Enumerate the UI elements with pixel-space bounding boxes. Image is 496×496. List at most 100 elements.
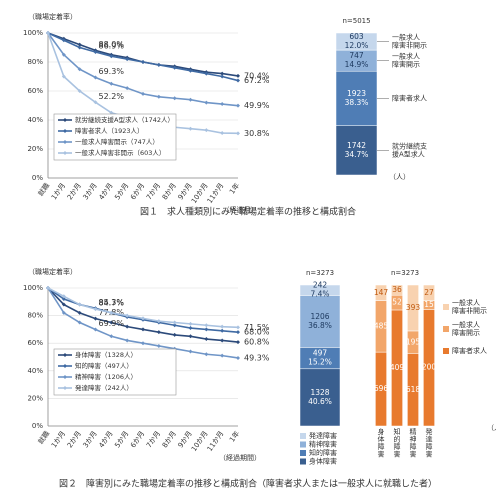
point-marker xyxy=(46,31,50,35)
x-tick-label: 8か月 xyxy=(161,182,178,202)
legend-label: 身体障害（1328人） xyxy=(75,350,137,359)
legend-label: 一般求人障害非開示（603人） xyxy=(75,148,165,157)
share-label: 7.4% xyxy=(310,290,329,299)
point-marker xyxy=(141,316,145,321)
data-label: 69.9% xyxy=(99,319,125,328)
share-label: 36.8% xyxy=(308,321,332,330)
x-axis-label: （経過期間） xyxy=(219,453,261,462)
point-marker xyxy=(156,62,161,67)
point-marker xyxy=(220,353,225,358)
data-label: 393 xyxy=(406,303,421,312)
legend-marker xyxy=(63,353,67,357)
x-tick-label: 5か月 xyxy=(113,430,130,450)
data-label: 696 xyxy=(374,384,389,393)
legend-label: 精神障害 xyxy=(309,440,337,449)
legend-label: 一般求人障害非開示 xyxy=(392,33,427,50)
data-label: 195 xyxy=(406,337,421,346)
point-marker xyxy=(156,319,161,324)
point-marker xyxy=(109,310,114,315)
legend-label: 身体障害 xyxy=(309,457,337,466)
data-label: 1923 xyxy=(347,89,366,98)
point-marker xyxy=(109,54,114,59)
legend-swatch xyxy=(443,348,449,354)
series-line xyxy=(47,32,239,82)
point-marker xyxy=(109,320,114,325)
point-marker xyxy=(188,334,193,339)
point-marker xyxy=(220,324,225,329)
data-label: 618 xyxy=(406,385,421,394)
legend-label: 一般求人障害開示 xyxy=(452,320,480,337)
point-marker xyxy=(93,307,98,312)
legend-swatch xyxy=(443,326,449,332)
x-tick-label: 7か月 xyxy=(145,430,162,450)
legend-box xyxy=(53,348,177,396)
legend-label: 障害者求人（1923人） xyxy=(75,126,144,135)
data-label: 1206 xyxy=(310,312,329,321)
legend-label: 知的障害 xyxy=(309,448,337,457)
y-tick-label: 80% xyxy=(27,312,43,320)
bar-segment xyxy=(407,284,419,332)
legend-marker xyxy=(63,375,67,379)
data-label: 147 xyxy=(374,288,389,297)
x-tick-label: 5か月 xyxy=(113,182,130,202)
x-tick-label: 1年 xyxy=(227,181,241,196)
legend-swatch xyxy=(300,450,306,456)
point-marker xyxy=(188,97,193,102)
point-marker xyxy=(141,341,145,346)
point-marker xyxy=(188,126,193,131)
point-marker xyxy=(77,320,82,325)
point-marker xyxy=(188,349,193,354)
data-label: 88.0% xyxy=(99,40,125,49)
share-label: 14.9% xyxy=(345,60,369,69)
point-marker xyxy=(77,42,82,47)
point-marker xyxy=(236,103,240,108)
data-label: 68.0% xyxy=(244,328,270,337)
point-marker xyxy=(236,340,240,345)
point-marker xyxy=(61,74,66,79)
data-label: 52.2% xyxy=(99,92,125,101)
legend-label: 就労継続支援A型求人（1742人） xyxy=(75,115,174,124)
point-marker xyxy=(61,310,66,315)
y-tick-label: 40% xyxy=(27,367,43,375)
figure-caption: 図１ 求人種類別にみた職場定着率の推移と構成割合 xyxy=(140,206,356,218)
y-tick-label: 60% xyxy=(27,339,43,347)
point-marker xyxy=(77,67,82,72)
figure-caption: 図２ 障害別にみた職場定着率の推移と構成割合（障害者求人または一般求人に就職した… xyxy=(59,478,437,490)
point-marker xyxy=(204,323,209,328)
series-line xyxy=(47,287,239,359)
point-marker xyxy=(61,38,66,43)
point-marker xyxy=(188,326,193,331)
data-label: 747 xyxy=(349,51,364,60)
point-marker xyxy=(236,73,240,78)
x-tick-label: 身体障害 xyxy=(378,427,385,459)
point-marker xyxy=(109,334,114,339)
legend-label: 障害者求人 xyxy=(452,346,487,355)
y-tick-label: 0% xyxy=(32,174,43,182)
point-marker xyxy=(141,91,145,96)
point-marker xyxy=(77,45,82,50)
point-marker xyxy=(156,330,161,335)
point-marker xyxy=(61,297,66,302)
y-tick-label: 0% xyxy=(32,422,43,430)
legend-swatch xyxy=(300,433,306,439)
y-tick-label: 20% xyxy=(27,394,43,402)
bar-segment xyxy=(299,284,341,296)
data-label: 485 xyxy=(374,321,389,330)
legend-marker xyxy=(63,364,67,368)
x-tick-label: 1か月 xyxy=(50,430,67,450)
x-tick-label: 11か月 xyxy=(206,430,226,453)
point-marker xyxy=(93,327,98,332)
legend-marker xyxy=(63,140,67,144)
data-label: 60.8% xyxy=(244,338,270,347)
data-label: 52 xyxy=(392,298,402,307)
point-marker xyxy=(46,286,50,290)
subtitle: n=3273 xyxy=(306,269,334,277)
y-tick-label: 40% xyxy=(27,116,43,124)
bar-segment xyxy=(299,295,341,348)
point-marker xyxy=(204,71,209,76)
point-marker xyxy=(220,328,225,333)
point-marker xyxy=(220,71,225,76)
point-marker xyxy=(61,294,66,299)
share-label: 40.6% xyxy=(308,397,332,406)
